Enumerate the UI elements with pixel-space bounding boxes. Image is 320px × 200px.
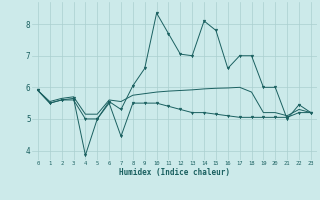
X-axis label: Humidex (Indice chaleur): Humidex (Indice chaleur) bbox=[119, 168, 230, 177]
